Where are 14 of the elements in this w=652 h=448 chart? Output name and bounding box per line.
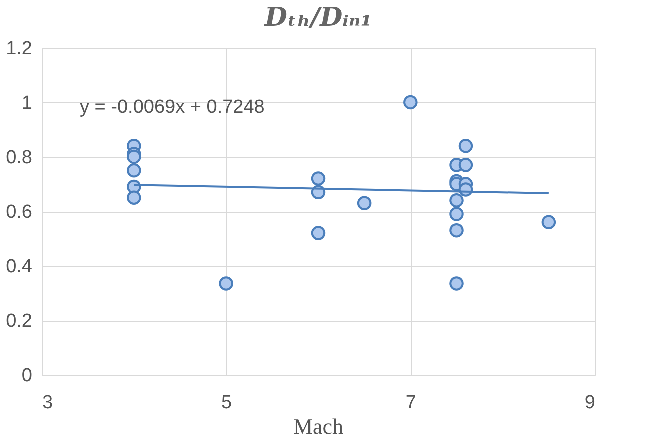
y-tick-label: 0.2	[6, 311, 32, 332]
x-tick-label: 3	[42, 392, 54, 414]
y-tick-label: 0.4	[6, 256, 33, 278]
y-tick-label: 0.6	[6, 202, 32, 223]
y-tick-label: 1.2	[6, 38, 32, 60]
x-axis-title: Mach	[293, 414, 344, 439]
annotation: y = -0.0069x + 0.7248	[80, 97, 265, 118]
x-tick-label: 5	[222, 392, 232, 414]
y-tick-label: 0	[22, 366, 32, 386]
x-tick-label: 9	[584, 392, 596, 414]
y-tick-label: 1	[22, 93, 32, 114]
chart-title: Dₜₕ/Dᵢₙ₁	[264, 3, 372, 33]
x-tick-label: 7	[406, 392, 416, 414]
y-tick-label: 0.8	[6, 148, 32, 168]
